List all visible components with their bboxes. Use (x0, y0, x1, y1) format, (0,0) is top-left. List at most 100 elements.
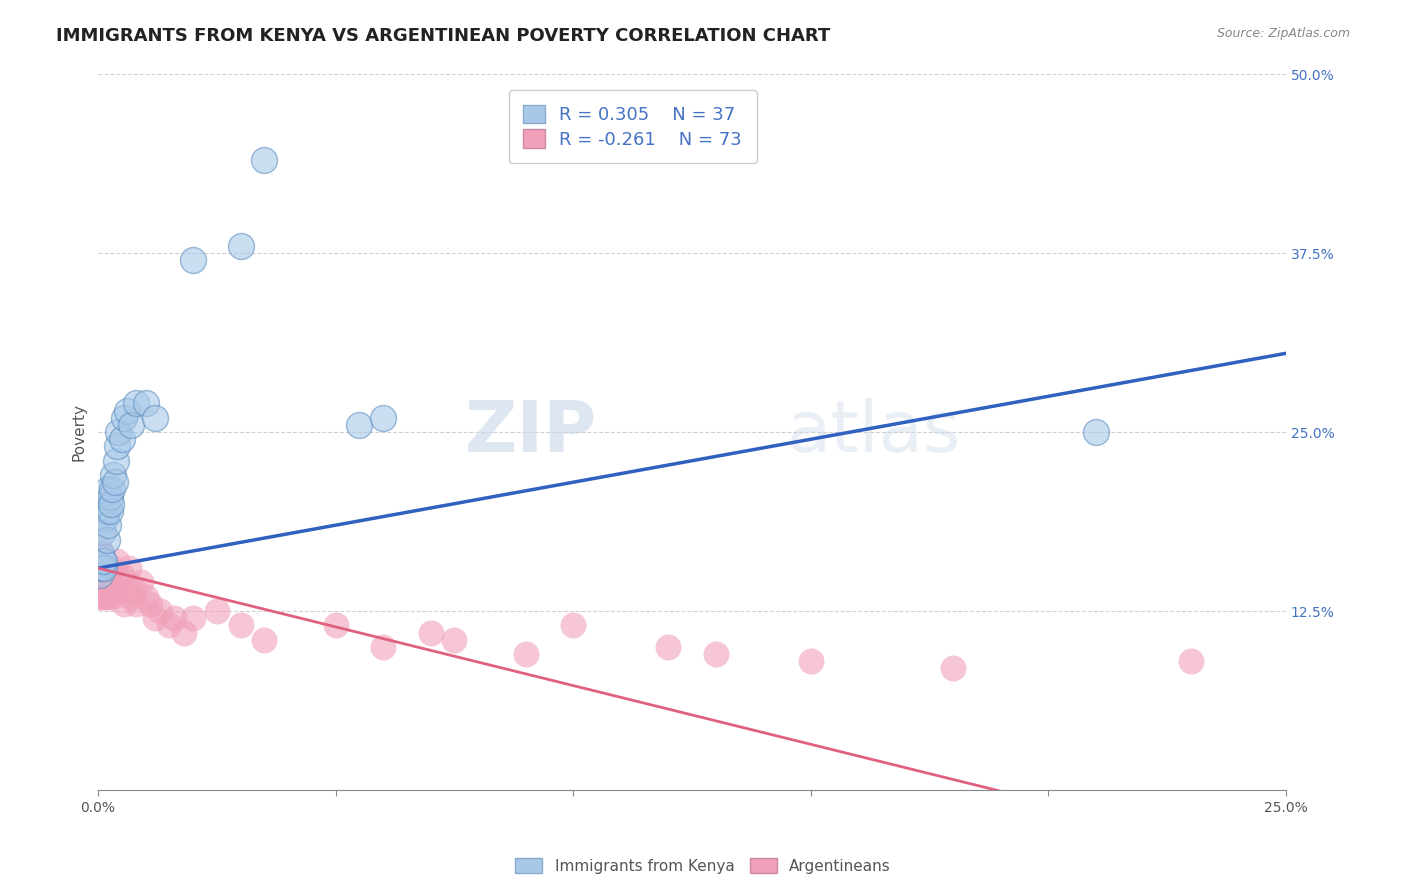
Point (91, 525, 114, 540)
Point (96, 582, 118, 597)
Point (93, 575, 115, 590)
Point (93, 561, 115, 575)
Point (91, 590, 114, 604)
Point (229, 239, 252, 253)
Point (115, 403, 138, 417)
Point (90, 561, 112, 575)
Legend: R = 0.305    N = 37, R = -0.261    N = 73: R = 0.305 N = 37, R = -0.261 N = 73 (509, 90, 756, 163)
Point (96, 518, 118, 533)
Point (100, 582, 122, 597)
Point (101, 590, 124, 604)
Legend: Immigrants from Kenya, Argentineans: Immigrants from Kenya, Argentineans (509, 852, 897, 880)
Y-axis label: Poverty: Poverty (72, 403, 86, 461)
Point (94, 511, 117, 525)
Point (90, 575, 112, 590)
Point (94, 582, 117, 597)
Point (89, 568, 111, 582)
Point (98, 568, 121, 582)
Point (90, 547, 112, 561)
Point (205, 604, 228, 618)
Point (96, 504, 118, 518)
Point (229, 618, 252, 632)
Point (181, 253, 204, 268)
Point (87, 547, 110, 561)
Point (143, 611, 166, 625)
Point (139, 597, 162, 611)
Point (657, 640, 679, 654)
Point (103, 468, 125, 483)
Point (107, 425, 129, 439)
Point (122, 582, 145, 597)
Point (562, 618, 585, 632)
Point (89, 554, 111, 568)
Point (94, 497, 117, 511)
Point (373, 410, 395, 425)
Text: atlas: atlas (787, 398, 962, 467)
Point (91, 554, 114, 568)
Point (94, 568, 117, 582)
Point (93, 554, 115, 568)
Point (93, 561, 115, 575)
Point (143, 410, 166, 425)
Point (173, 625, 195, 640)
Point (91, 575, 114, 590)
Point (942, 661, 965, 675)
Point (91, 561, 114, 575)
Point (89, 575, 111, 590)
Point (96, 561, 118, 575)
Text: IMMIGRANTS FROM KENYA VS ARGENTINEAN POVERTY CORRELATION CHART: IMMIGRANTS FROM KENYA VS ARGENTINEAN POV… (56, 27, 831, 45)
Point (104, 575, 127, 590)
Point (87, 568, 110, 582)
Point (125, 597, 148, 611)
Text: ZIP: ZIP (465, 398, 598, 467)
Point (90, 547, 112, 561)
Point (253, 632, 276, 647)
Point (97, 483, 120, 497)
Point (149, 604, 172, 618)
Point (94, 575, 117, 590)
Point (96, 568, 118, 582)
Point (89, 554, 111, 568)
Point (96, 575, 118, 590)
Point (105, 554, 128, 568)
Point (115, 575, 138, 590)
Point (90, 568, 112, 582)
Point (135, 396, 157, 410)
Point (90, 547, 112, 561)
Point (91, 568, 114, 582)
Point (105, 582, 128, 597)
Point (120, 590, 142, 604)
Point (93, 582, 115, 597)
Point (112, 410, 135, 425)
Point (89, 590, 111, 604)
Point (98, 590, 121, 604)
Point (112, 597, 135, 611)
Point (108, 575, 131, 590)
Point (253, 153, 276, 167)
Point (515, 647, 537, 661)
Text: Source: ZipAtlas.com: Source: ZipAtlas.com (1216, 27, 1350, 40)
Point (181, 611, 204, 625)
Point (105, 439, 128, 453)
Point (90, 561, 112, 575)
Point (120, 417, 142, 432)
Point (91, 582, 114, 597)
Point (419, 625, 441, 640)
Point (89, 582, 111, 597)
Point (101, 561, 124, 575)
Point (157, 618, 180, 632)
Point (111, 568, 134, 582)
Point (111, 432, 134, 446)
Point (91, 561, 114, 575)
Point (98, 504, 121, 518)
Point (373, 640, 395, 654)
Point (125, 396, 148, 410)
Point (1180, 654, 1202, 668)
Point (98, 490, 121, 504)
Point (100, 497, 122, 511)
Point (89, 561, 111, 575)
Point (800, 654, 823, 668)
Point (105, 454, 128, 468)
Point (443, 632, 465, 647)
Point (94, 590, 117, 604)
